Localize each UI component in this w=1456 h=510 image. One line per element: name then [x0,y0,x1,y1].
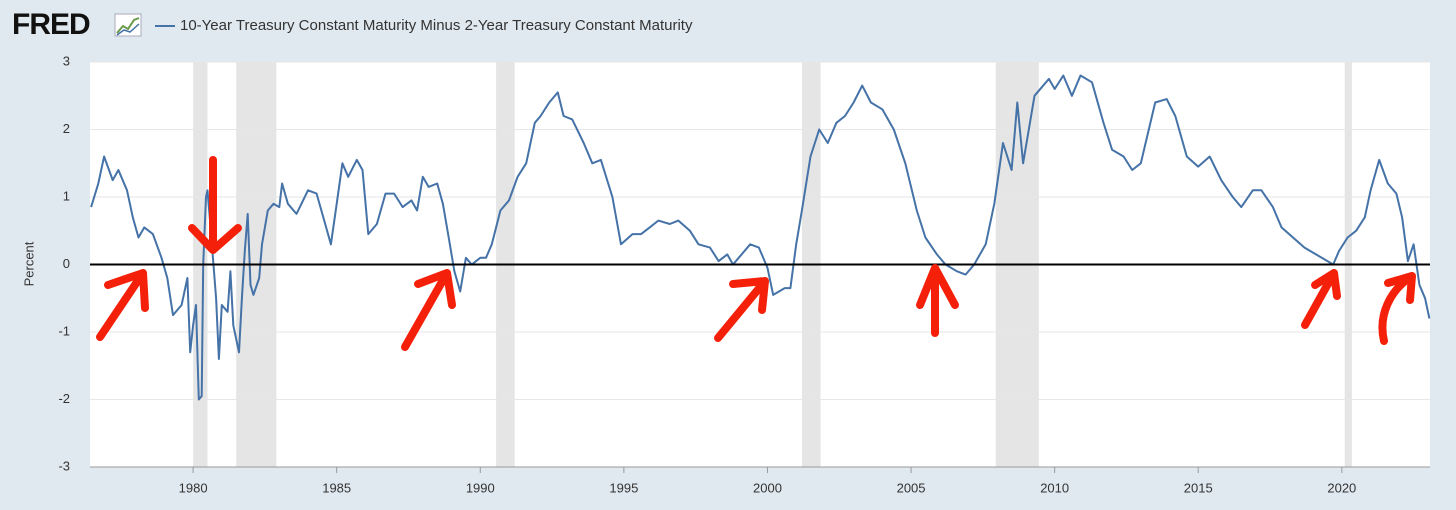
legend-label: 10-Year Treasury Constant Maturity Minus… [180,17,693,34]
y-tick-label: 3 [63,53,70,68]
x-tick-label: 1990 [466,480,495,495]
plot [90,61,1431,468]
y-tick-label: -3 [58,458,70,473]
x-tick-label: 2015 [1184,480,1213,495]
logo: FRED [12,8,90,41]
x-tick-label: 2020 [1327,480,1356,495]
y-tick-label: 0 [63,256,70,271]
y-axis-label: Percent [21,241,36,286]
logo-icon [114,13,142,37]
y-tick-label: 2 [63,121,70,136]
x-tick-label: 1995 [609,480,638,495]
x-tick-label: 2005 [897,480,926,495]
annotation-arrows [96,156,1416,351]
y-tick-label: 1 [63,188,70,203]
series-line [90,74,1431,401]
x-tick-label: 1985 [322,480,351,495]
y-tick-label: -2 [58,391,70,406]
y-tick-label: -1 [58,323,70,338]
x-tick-label: 2000 [753,480,782,495]
x-tick-label: 1980 [179,480,208,495]
x-tick-label: 2010 [1040,480,1069,495]
